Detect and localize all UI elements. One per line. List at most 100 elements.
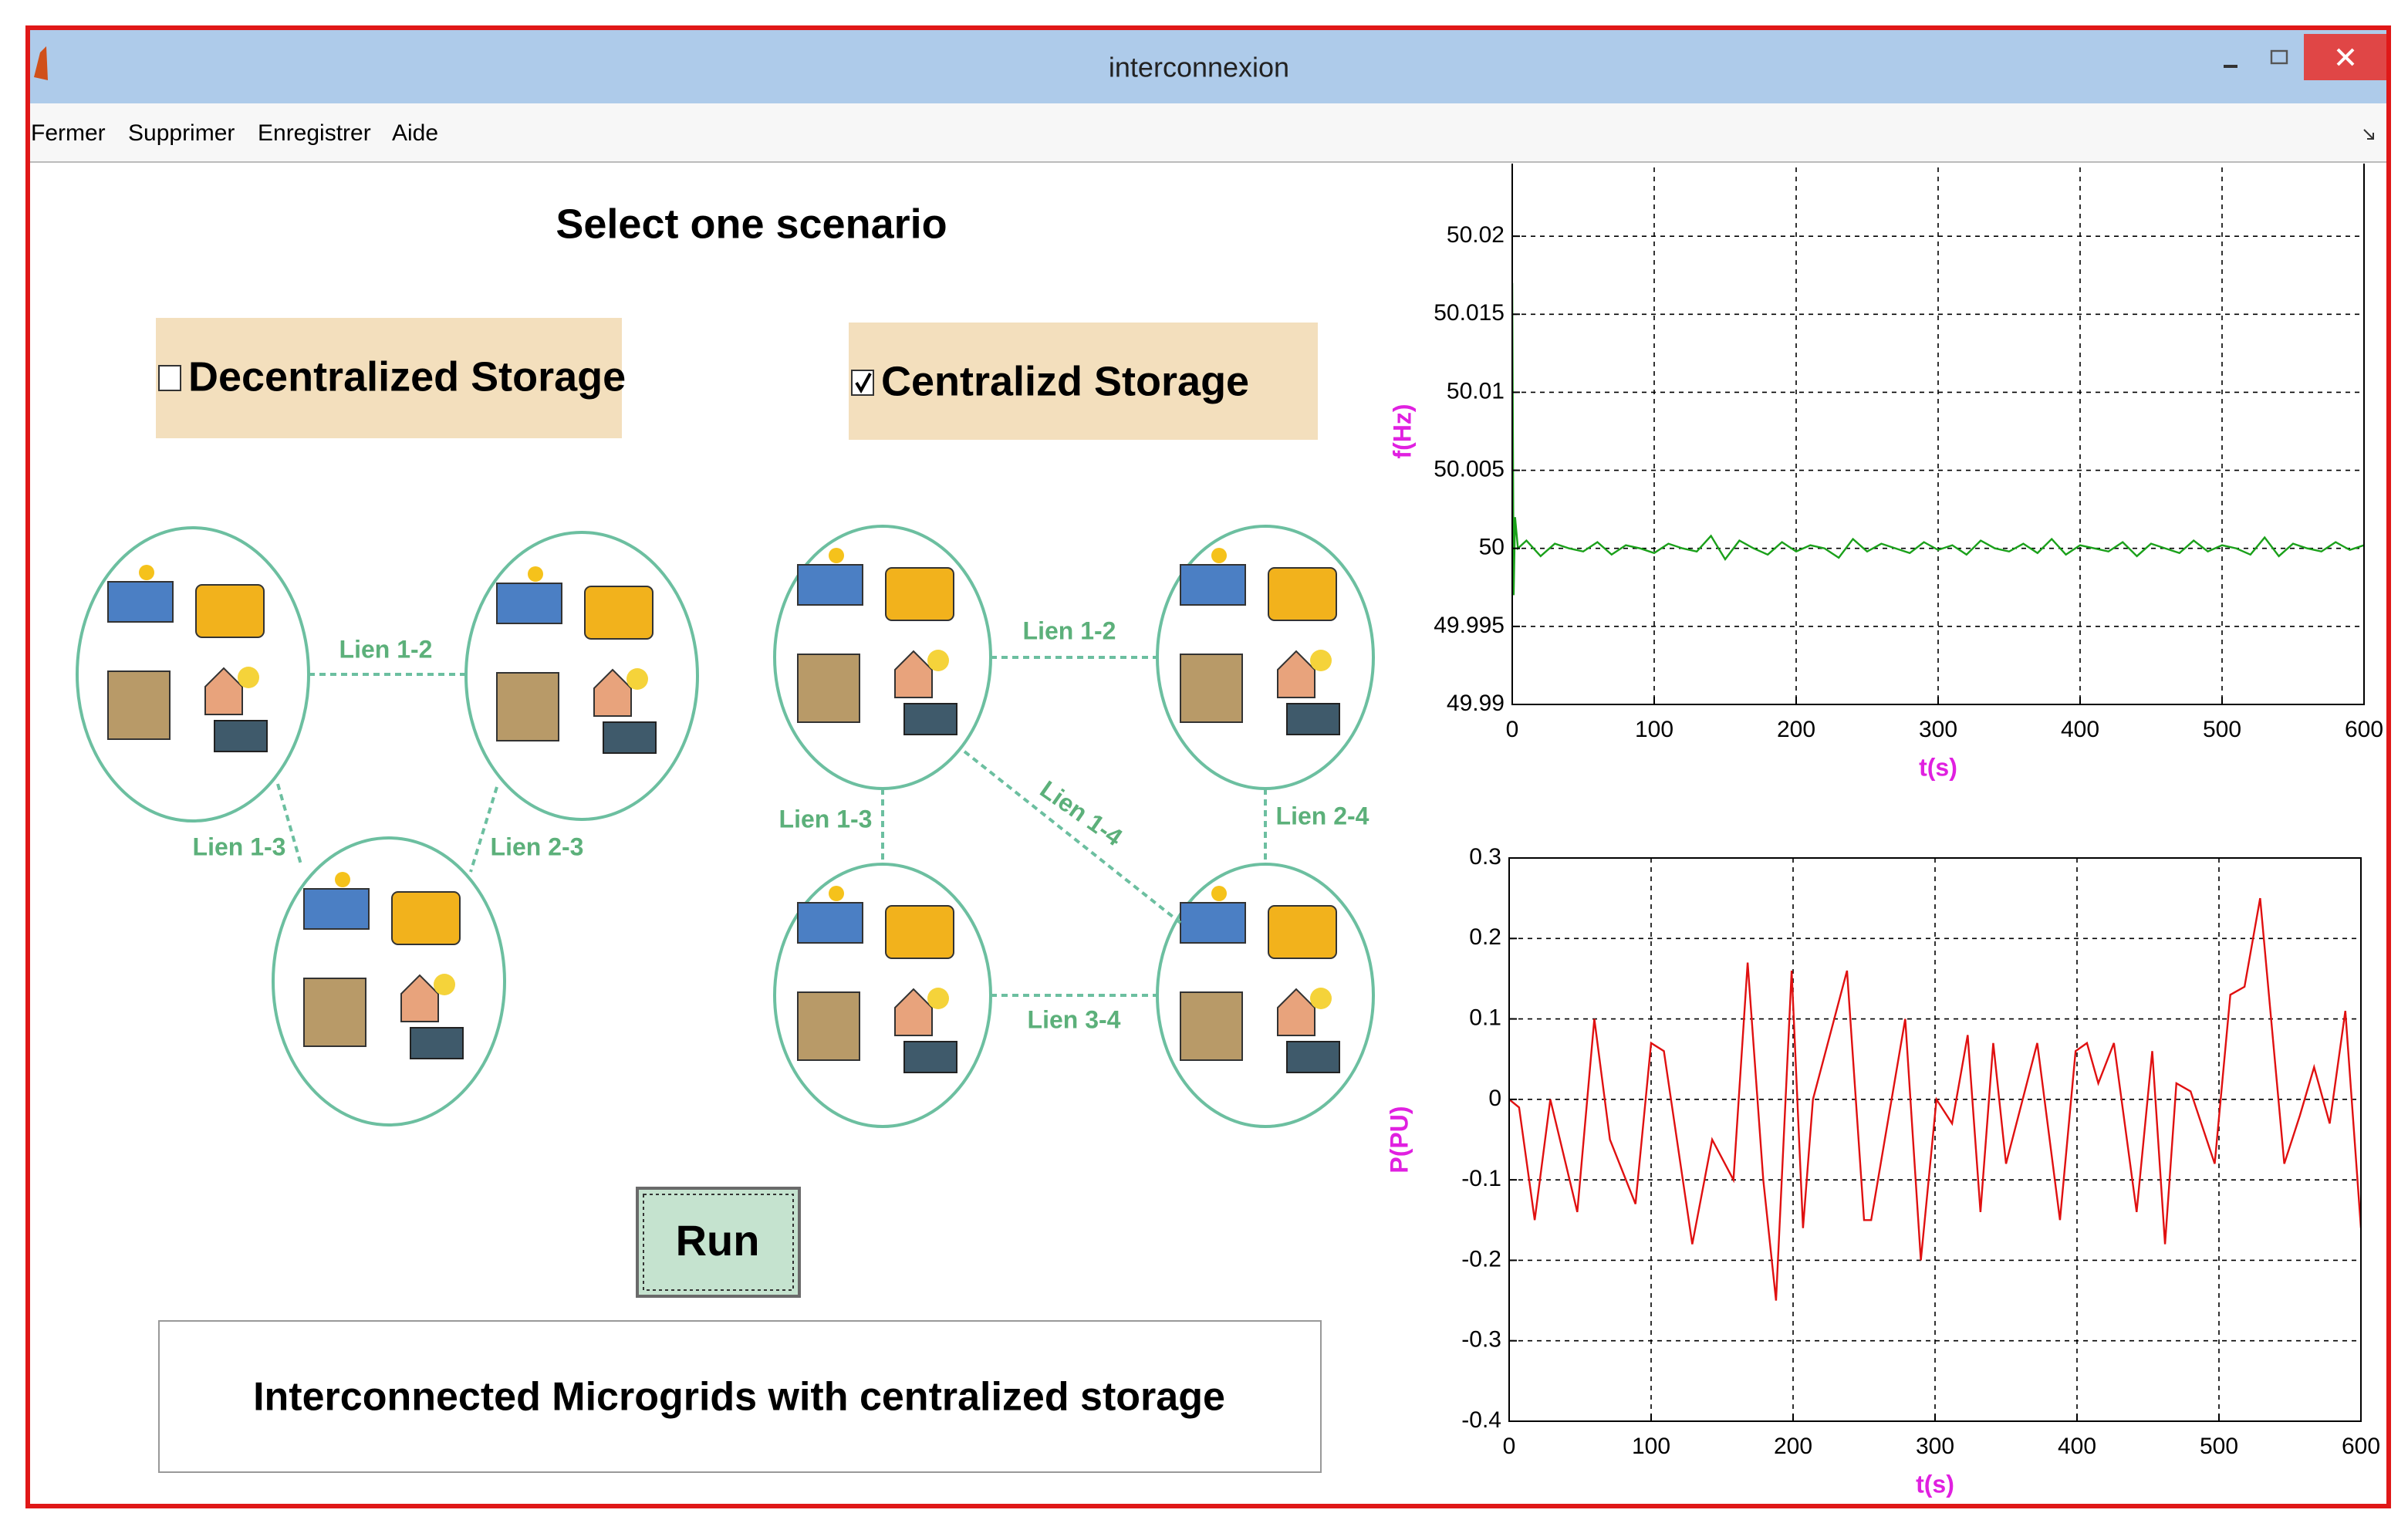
y-axis-label: f(Hz) <box>1388 404 1416 458</box>
y-tick-label: 50.01 <box>1447 378 1505 404</box>
x-tick-label: 600 <box>2345 717 2383 742</box>
factory-icon <box>1286 1041 1340 1073</box>
option-label: Centralizd Storage <box>881 358 1249 404</box>
x-tick-label: 300 <box>1916 1434 1954 1459</box>
y-tick-label: 0.3 <box>1469 844 1501 870</box>
link-line <box>469 786 498 873</box>
run-button[interactable] <box>636 1187 801 1298</box>
plot-area <box>1509 858 2361 1421</box>
plot-area <box>1512 164 2364 704</box>
storage-icon <box>797 991 860 1061</box>
y-tick-label: 0 <box>1488 1086 1501 1111</box>
option-box <box>156 318 622 438</box>
house-icon <box>593 668 632 717</box>
menu-item[interactable]: Aide <box>392 120 438 146</box>
storage-icon <box>1180 991 1243 1061</box>
checkbox[interactable] <box>158 365 181 391</box>
link-label: Lien 1-2 <box>339 635 433 663</box>
solar-icon <box>1180 564 1246 606</box>
maximize-button[interactable] <box>2270 49 2288 65</box>
x-tick-label: 100 <box>1632 1434 1670 1459</box>
option-box <box>849 323 1318 440</box>
y-tick-label: 50 <box>1479 535 1505 560</box>
link-label: Lien 1-2 <box>1023 616 1116 644</box>
run-focus <box>643 1194 794 1291</box>
title-bar <box>29 29 2387 103</box>
sun-icon <box>139 565 154 580</box>
house-icon <box>1277 650 1315 698</box>
x-tick-label: 0 <box>1506 717 1519 742</box>
y-tick-label: -0.3 <box>1461 1327 1501 1353</box>
y-tick-label: 49.99 <box>1447 691 1505 716</box>
scenario-heading: Select one scenario <box>556 201 947 247</box>
status-text: Interconnected Microgrids with centraliz… <box>253 1375 1225 1420</box>
storage-icon <box>303 978 366 1047</box>
factory-icon <box>1286 703 1340 735</box>
sun-icon <box>528 566 543 582</box>
house-icon <box>894 988 933 1036</box>
node-icons <box>303 872 464 1059</box>
factory-icon <box>903 703 957 735</box>
x-tick-label: 200 <box>1777 717 1815 742</box>
axes-box <box>1511 164 2365 705</box>
solar-icon <box>1180 902 1246 944</box>
x-tick-label: 200 <box>1774 1434 1812 1459</box>
y-tick-label: 50.015 <box>1434 300 1505 326</box>
run-label: Run <box>676 1216 760 1265</box>
generator-icon <box>1268 567 1337 621</box>
storage-icon <box>797 654 860 723</box>
data-line <box>1512 282 2364 596</box>
toolbar-toggle[interactable] <box>2363 129 2374 140</box>
bulb-icon <box>927 650 949 671</box>
sun-icon <box>1211 548 1227 563</box>
factory-icon <box>410 1027 464 1059</box>
x-tick-label: 500 <box>2200 1434 2238 1459</box>
y-tick-label: 49.995 <box>1434 613 1505 638</box>
menu-item[interactable]: Supprimer <box>128 120 235 146</box>
house-icon <box>894 650 933 698</box>
bulb-icon <box>1310 988 1332 1009</box>
factory-icon <box>903 1041 957 1073</box>
node-icons <box>797 548 957 735</box>
x-tick-label: 400 <box>2058 1434 2096 1459</box>
sun-icon <box>1211 886 1227 901</box>
link-line <box>963 750 1182 924</box>
checkbox[interactable] <box>851 370 874 396</box>
y-tick-label: -0.2 <box>1461 1246 1501 1272</box>
generator-icon <box>195 584 265 638</box>
x-tick-label: 500 <box>2203 717 2241 742</box>
link-label: Lien 2-4 <box>1276 802 1369 829</box>
window-border <box>25 25 2391 1508</box>
y-tick-label: 50.005 <box>1434 456 1505 481</box>
bulb-icon <box>434 974 455 995</box>
solar-icon <box>496 583 562 624</box>
menu-item[interactable]: Enregistrer <box>258 120 371 146</box>
x-tick-label: 300 <box>1919 717 1957 742</box>
bulb-icon <box>238 667 259 688</box>
bulb-icon <box>927 988 949 1009</box>
app-icon <box>34 46 48 80</box>
y-tick-label: 0.2 <box>1469 924 1501 950</box>
axes-box <box>1508 857 2362 1422</box>
node-icons <box>496 566 657 754</box>
storage-icon <box>1180 654 1243 723</box>
menu-item[interactable]: Fermer <box>31 120 106 146</box>
link-label: Lien 1-3 <box>779 805 873 833</box>
check-mark <box>855 373 872 394</box>
x-tick-label: 0 <box>1503 1434 1516 1459</box>
x-axis-label: t(s) <box>1916 1470 1954 1498</box>
bulb-icon <box>626 668 648 690</box>
sun-icon <box>829 548 844 563</box>
storage-icon <box>496 672 559 741</box>
node-icons <box>107 565 268 752</box>
y-tick-label: -0.1 <box>1461 1166 1501 1191</box>
option-label: Decentralized Storage <box>188 353 626 400</box>
x-tick-label: 100 <box>1635 717 1673 742</box>
house-icon <box>204 667 243 715</box>
x-tick-label: 400 <box>2061 717 2099 742</box>
node-icons <box>1180 886 1340 1073</box>
status-box <box>158 1320 1322 1473</box>
y-axis-label: P(PU) <box>1385 1106 1413 1173</box>
